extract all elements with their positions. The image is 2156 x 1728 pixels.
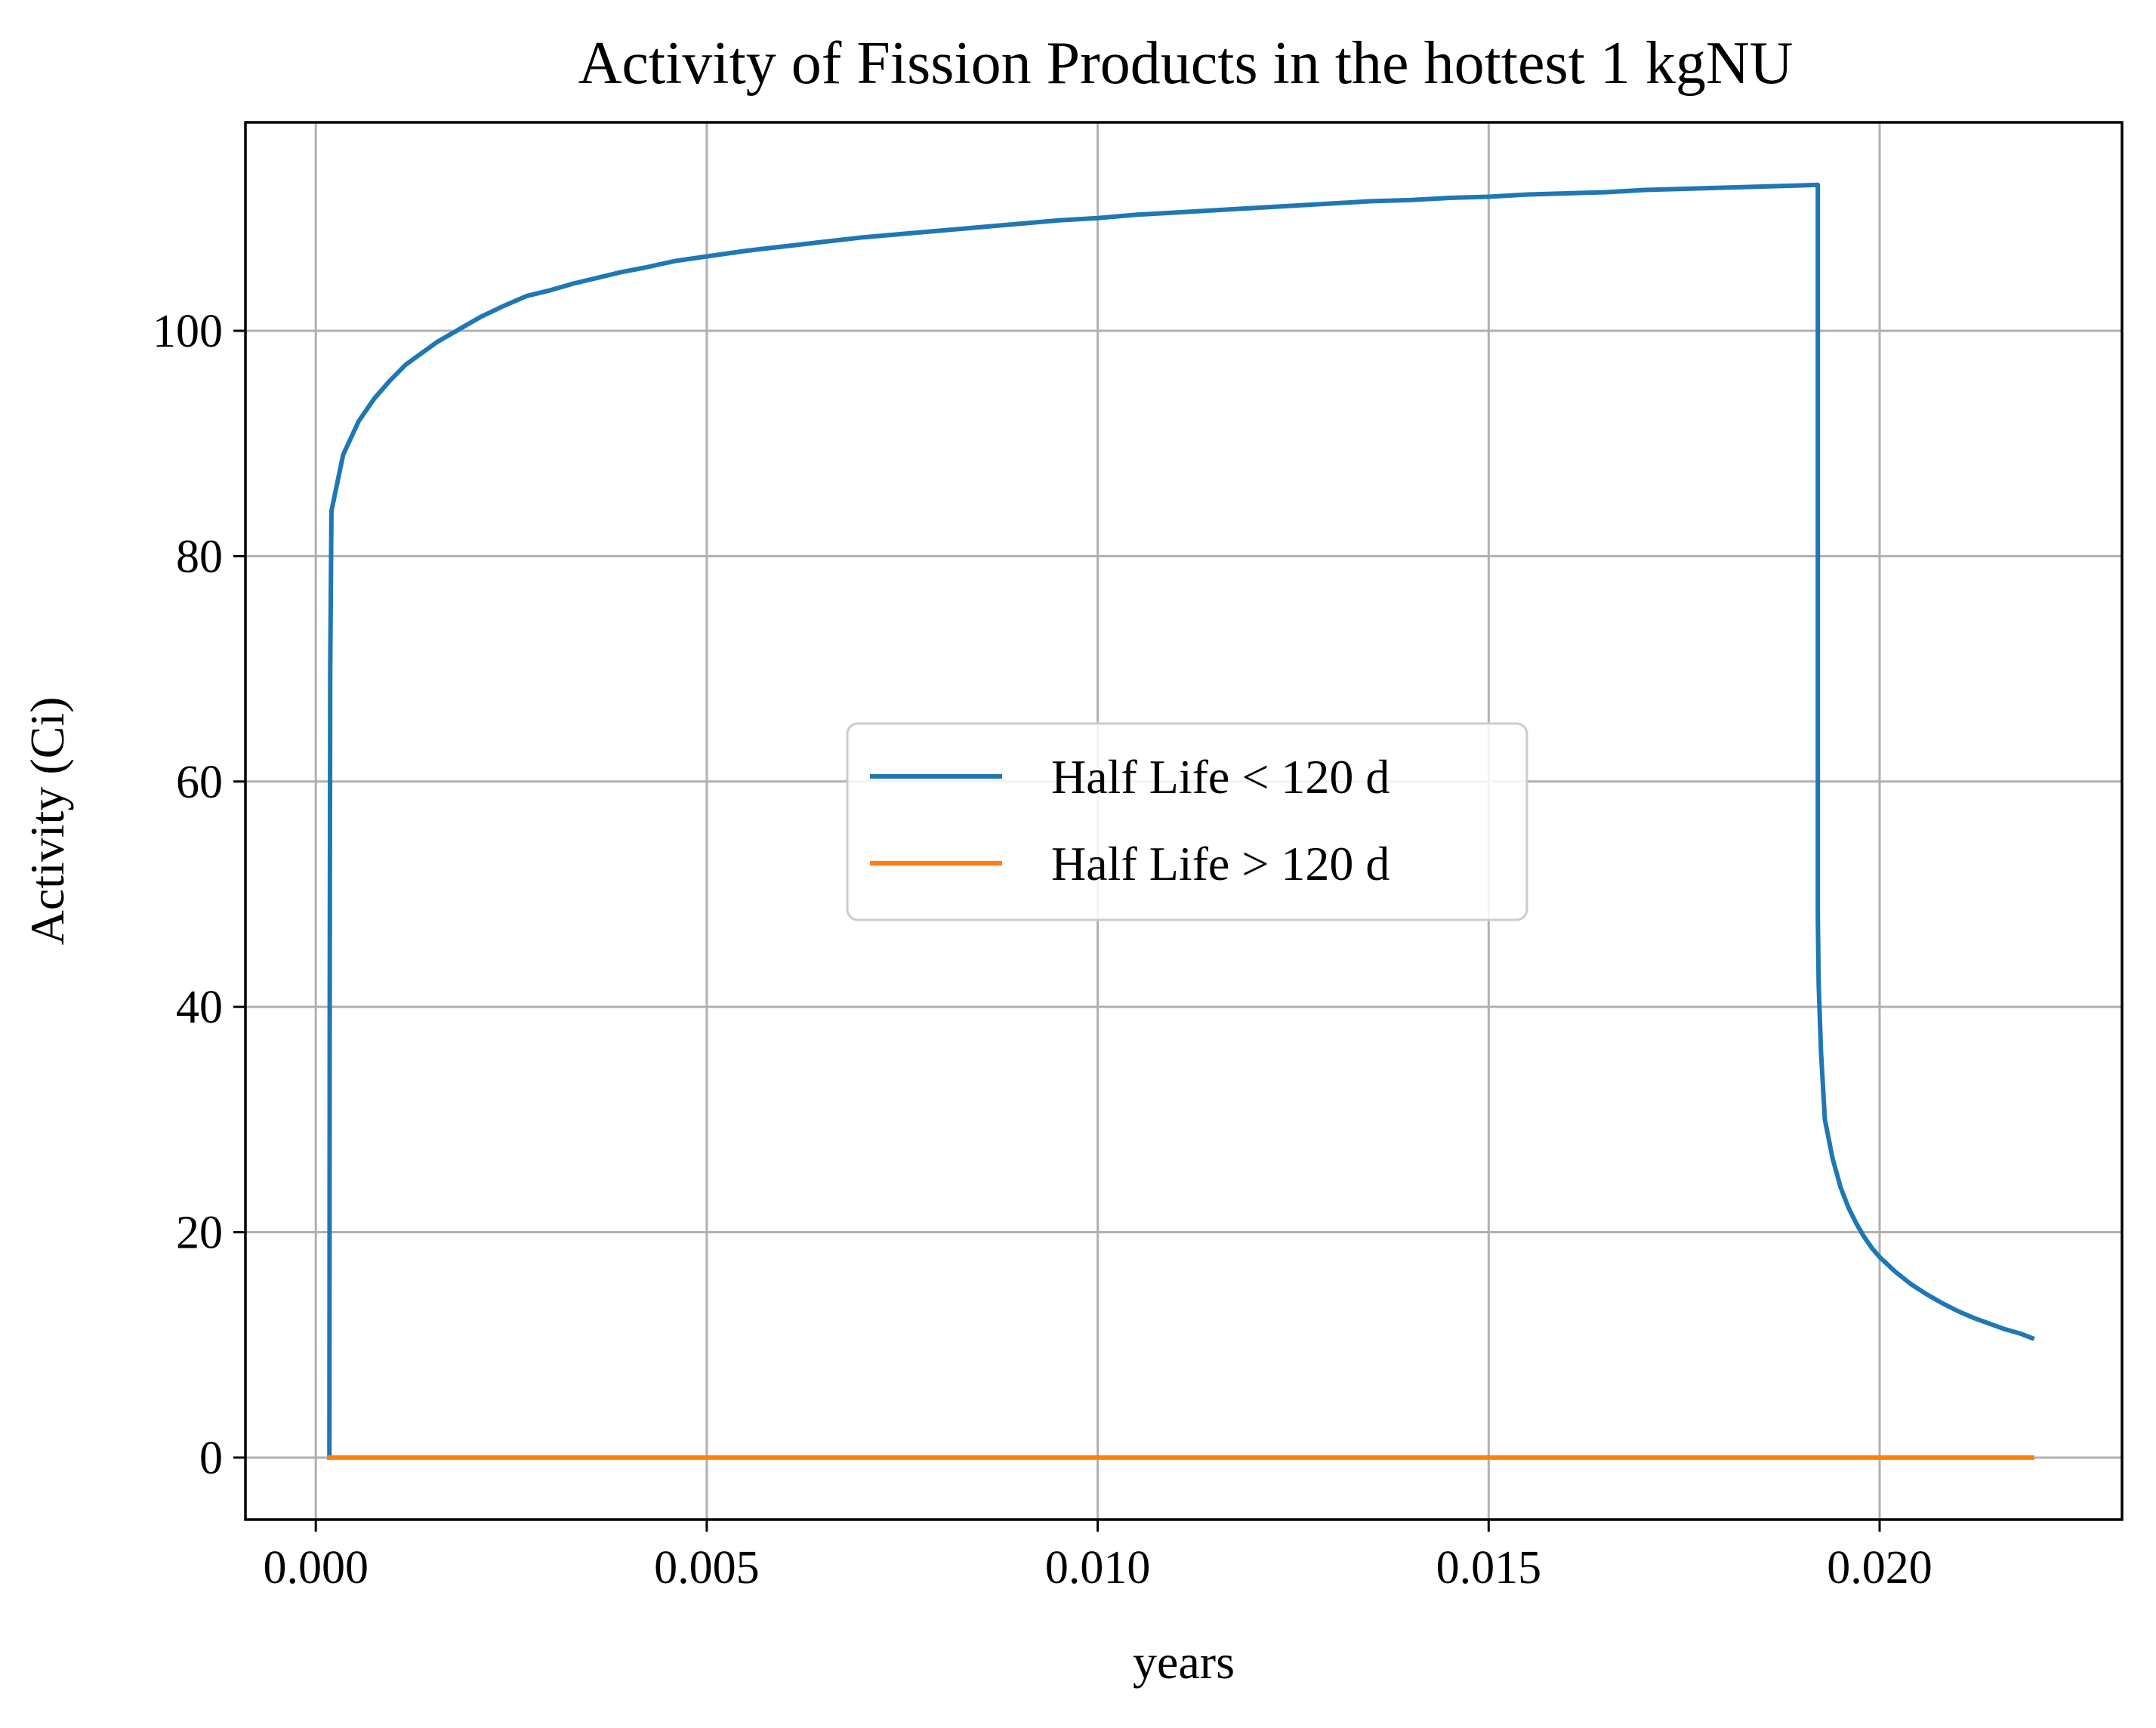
x-axis: 0.000 0.005 0.010 0.015 0.020 bbox=[263, 1520, 1932, 1594]
y-tick-label: 60 bbox=[176, 757, 223, 808]
y-tick-label: 0 bbox=[199, 1433, 223, 1484]
x-tick-label: 0.010 bbox=[1045, 1542, 1151, 1594]
y-axis: 0 20 40 60 80 100 bbox=[153, 306, 245, 1484]
legend-label: Half Life < 120 d bbox=[1051, 750, 1390, 804]
x-tick-label: 0.000 bbox=[263, 1542, 369, 1594]
y-tick-label: 40 bbox=[176, 982, 223, 1033]
y-axis-label: Activity (Ci) bbox=[20, 697, 74, 946]
x-axis-label: years bbox=[1133, 1635, 1235, 1689]
y-tick-label: 20 bbox=[176, 1208, 223, 1259]
x-tick-label: 0.020 bbox=[1827, 1542, 1932, 1594]
legend: Half Life < 120 d Half Life > 120 d bbox=[846, 722, 1528, 921]
series-line-1 bbox=[327, 182, 2035, 1460]
plot-frame bbox=[244, 121, 2124, 1521]
x-tick-label: 0.015 bbox=[1436, 1542, 1542, 1594]
legend-box bbox=[846, 722, 1528, 921]
chart-title: Activity of Fission Products in the hott… bbox=[578, 30, 1794, 97]
y-tick-label: 80 bbox=[176, 531, 223, 582]
series-lines bbox=[327, 182, 2035, 1460]
x-tick-label: 0.005 bbox=[654, 1542, 760, 1594]
y-tick-label: 100 bbox=[153, 306, 223, 357]
legend-label: Half Life > 120 d bbox=[1051, 837, 1390, 890]
